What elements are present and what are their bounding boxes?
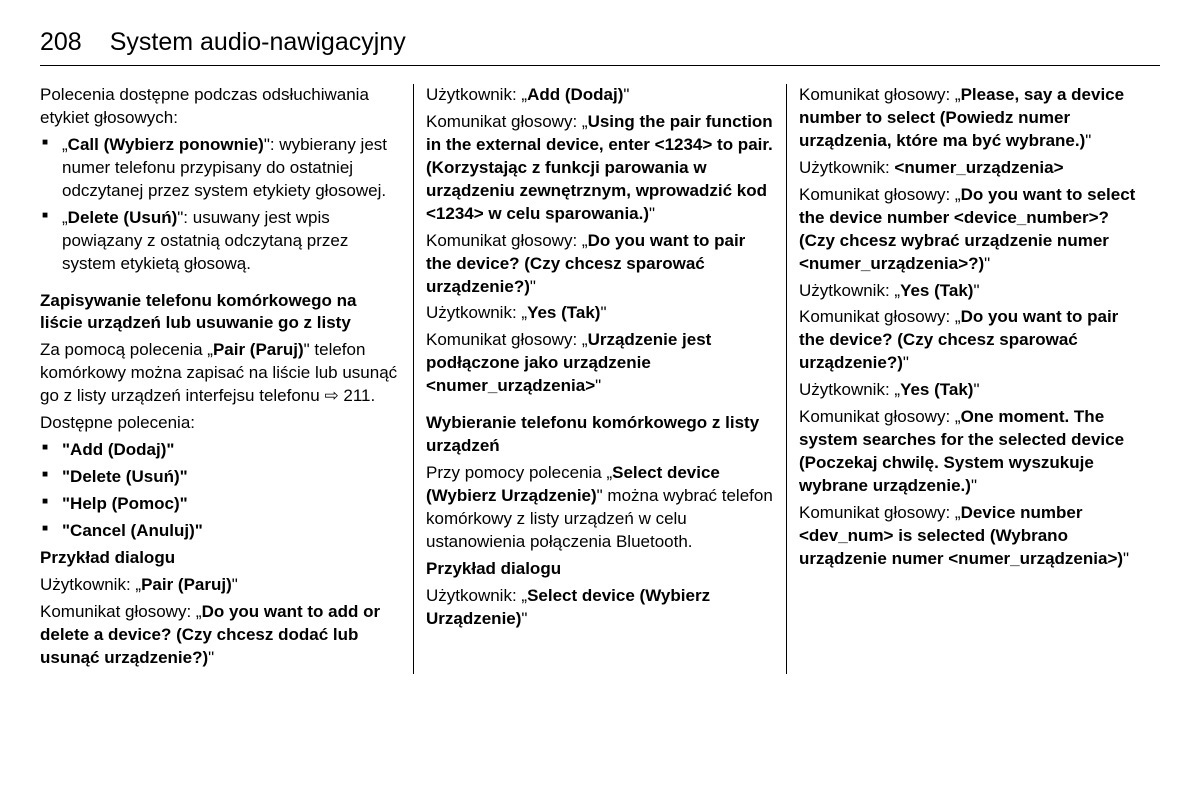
reference-arrow-icon: ⇨: [324, 386, 343, 405]
column-2: Użytkownik: „Add (Dodaj)" Komunikat głos…: [413, 84, 786, 674]
heading-text: Przykład dialogu: [40, 548, 175, 567]
page-header: 208 System audio-nawigacyjny: [40, 28, 1160, 57]
select-device-description: Przy pomocy polecenia „Select device (Wy…: [426, 462, 774, 554]
page-reference: 211.: [343, 386, 375, 405]
text: ": [208, 648, 214, 667]
available-commands-label: Dostępne polecenia:: [40, 412, 401, 435]
speaker: Komunikat głosowy: „: [426, 330, 588, 349]
list-item: "Help (Pomoc)": [40, 493, 401, 516]
text: ": [1123, 549, 1129, 568]
speaker: Użytkownik: „: [40, 575, 141, 594]
heading-text: Wybieranie telefonu komórkowego z listy …: [426, 413, 759, 455]
speaker: Komunikat głosowy: „: [799, 185, 961, 204]
dialog-line: Komunikat głosowy: „Please, say a device…: [799, 84, 1147, 153]
speaker: Komunikat głosowy: „: [426, 112, 588, 131]
utterance: Yes (Tak): [900, 281, 973, 300]
intro-text: Polecenia dostępne podczas odsłuchiwania…: [40, 84, 401, 130]
list-item: „Delete (Usuń)": usuwany jest wpis powią…: [40, 207, 401, 276]
text: Przy pomocy polecenia „: [426, 463, 612, 482]
text: ": [232, 575, 238, 594]
speaker: Użytkownik: „: [799, 281, 900, 300]
text: ": [973, 281, 979, 300]
text: ": [1085, 131, 1091, 150]
column-3: Komunikat głosowy: „Please, say a device…: [786, 84, 1159, 674]
content-columns: Polecenia dostępne podczas odsłuchiwania…: [40, 84, 1160, 674]
dialog-line: Komunikat głosowy: „Device number <dev_n…: [799, 502, 1147, 571]
dialog-line: Użytkownik: <numer_urządzenia>: [799, 157, 1147, 180]
text: ": [984, 254, 990, 273]
dialog-line: Komunikat głosowy: „Do you want to pair …: [426, 230, 774, 299]
text: ": [973, 380, 979, 399]
page-number: 208: [40, 28, 82, 57]
dialog-line: Użytkownik: „Yes (Tak)": [799, 280, 1147, 303]
text: ": [971, 476, 977, 495]
command-help: "Help (Pomoc)": [62, 494, 188, 513]
list-item: "Delete (Usuń)": [40, 466, 401, 489]
available-commands-list: "Add (Dodaj)" "Delete (Usuń)" "Help (Pom…: [40, 439, 401, 543]
list-item: "Cancel (Anuluj)": [40, 520, 401, 543]
pair-command: Pair (Paruj): [213, 340, 304, 359]
header-divider: [40, 65, 1160, 66]
speaker: Użytkownik: „: [799, 380, 900, 399]
dialog-example-heading: Przykład dialogu: [40, 547, 401, 570]
column-1: Polecenia dostępne podczas odsłuchiwania…: [40, 84, 413, 674]
command-cancel: "Cancel (Anuluj)": [62, 521, 203, 540]
text: ": [530, 277, 536, 296]
speaker: Komunikat głosowy: „: [799, 307, 961, 326]
section-heading: Wybieranie telefonu komórkowego z listy …: [426, 412, 774, 458]
speaker: Komunikat głosowy: „: [799, 407, 961, 426]
voice-label-commands-list: „Call (Wybierz ponownie)": wybierany jes…: [40, 134, 401, 276]
heading-text: Zapisywanie telefonu komórkowego na liśc…: [40, 291, 356, 333]
utterance: <numer_urządzenia>: [894, 158, 1063, 177]
speaker: Użytkownik: „: [426, 586, 527, 605]
dialog-line: Użytkownik: „Yes (Tak)": [799, 379, 1147, 402]
dialog-line: Użytkownik: „Select device (Wybierz Urzą…: [426, 585, 774, 631]
dialog-line: Komunikat głosowy: „One moment. The syst…: [799, 406, 1147, 498]
speaker: Komunikat głosowy: „: [799, 85, 961, 104]
list-item: "Add (Dodaj)": [40, 439, 401, 462]
speaker: Komunikat głosowy: „: [799, 503, 961, 522]
dialog-line: Komunikat głosowy: „Do you want to pair …: [799, 306, 1147, 375]
text: ": [600, 303, 606, 322]
speaker: Użytkownik: „: [426, 303, 527, 322]
page-title: System audio-nawigacyjny: [110, 28, 406, 57]
command-delete: Delete (Usuń): [68, 208, 178, 227]
speaker: Użytkownik: „: [426, 85, 527, 104]
dialog-example-heading: Przykład dialogu: [426, 558, 774, 581]
text: ": [903, 353, 909, 372]
command-add: "Add (Dodaj)": [62, 440, 174, 459]
dialog-line: Użytkownik: „Yes (Tak)": [426, 302, 774, 325]
dialog-line: Komunikat głosowy: „Using the pair funct…: [426, 111, 774, 226]
dialog-line: Użytkownik: „Add (Dodaj)": [426, 84, 774, 107]
command-delete: "Delete (Usuń)": [62, 467, 188, 486]
section-heading: Zapisywanie telefonu komórkowego na liśc…: [40, 290, 401, 336]
utterance: Add (Dodaj): [527, 85, 623, 104]
text: ": [623, 85, 629, 104]
command-call: Call (Wybierz ponownie): [68, 135, 264, 154]
text: Za pomocą polecenia „: [40, 340, 213, 359]
dialog-line: Komunikat głosowy: „Do you want to add o…: [40, 601, 401, 670]
speaker: Komunikat głosowy: „: [426, 231, 588, 250]
heading-text: Przykład dialogu: [426, 559, 561, 578]
speaker: Komunikat głosowy: „: [40, 602, 202, 621]
utterance: Yes (Tak): [527, 303, 600, 322]
list-item: „Call (Wybierz ponownie)": wybierany jes…: [40, 134, 401, 203]
text: ": [649, 204, 655, 223]
dialog-line: Komunikat głosowy: „Do you want to selec…: [799, 184, 1147, 276]
dialog-line: Komunikat głosowy: „Urządzenie jest podł…: [426, 329, 774, 398]
utterance: Yes (Tak): [900, 380, 973, 399]
dialog-line: Użytkownik: „Pair (Paruj)": [40, 574, 401, 597]
text: ": [595, 376, 601, 395]
speaker: Użytkownik:: [799, 158, 894, 177]
utterance: Pair (Paruj): [141, 575, 232, 594]
pair-description: Za pomocą polecenia „Pair (Paruj)" telef…: [40, 339, 401, 408]
text: ": [521, 609, 527, 628]
